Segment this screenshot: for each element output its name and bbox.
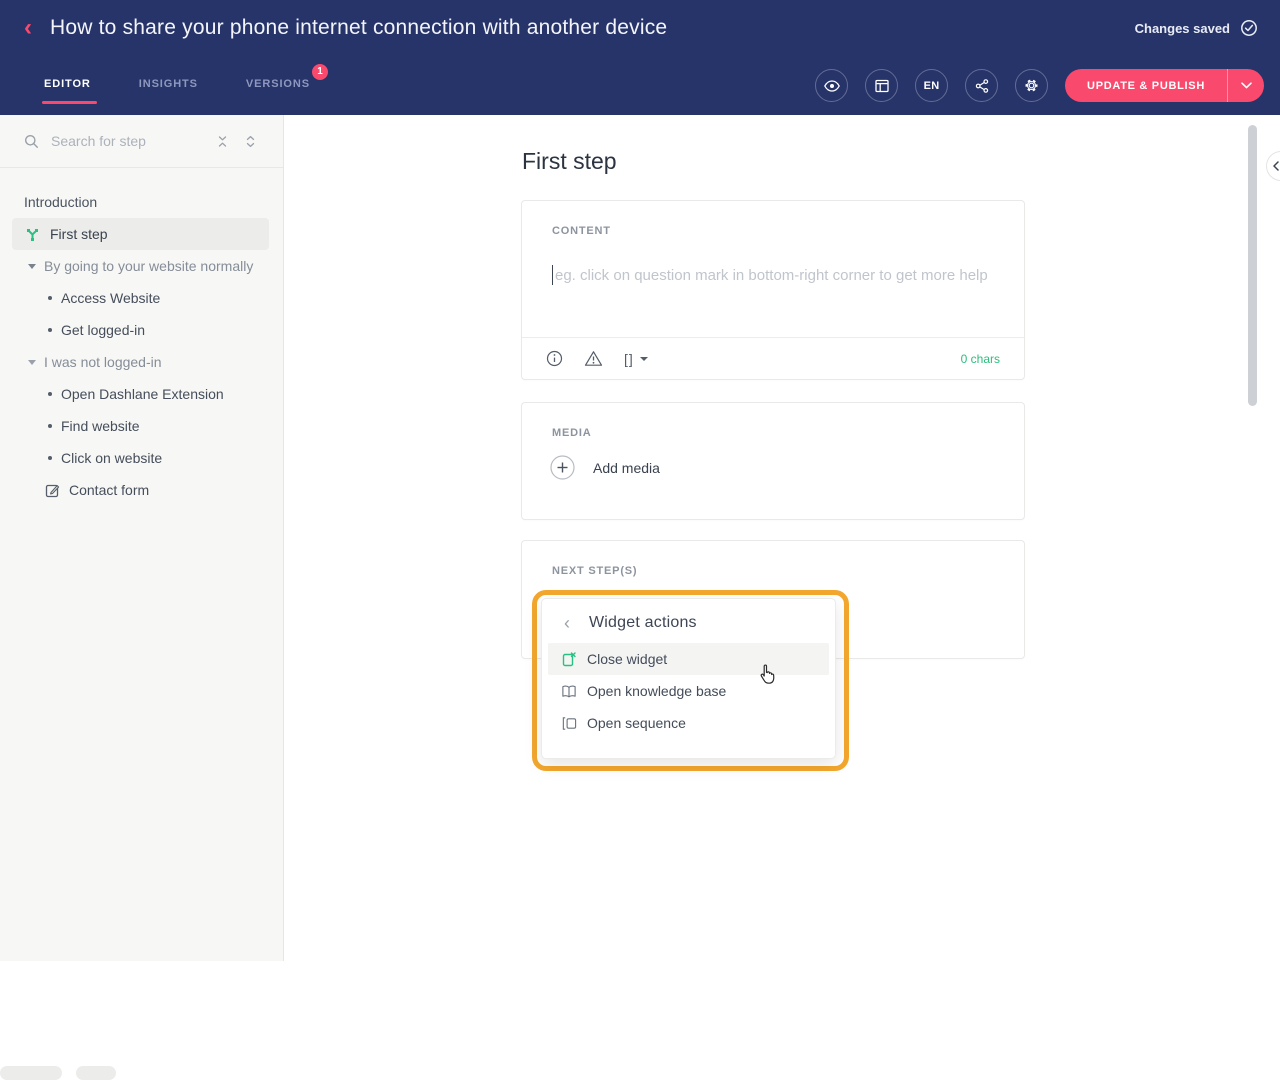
bullet-icon xyxy=(48,328,52,332)
next-steps-label: NEXT STEP(S) xyxy=(552,565,638,577)
step-tree: Introduction First step By going to your… xyxy=(0,168,283,506)
search-icon xyxy=(24,134,39,149)
media-label: MEDIA xyxy=(552,427,592,439)
annotation-highlight: ‹ Widget actions Close widget Open knowl… xyxy=(532,590,849,771)
content-toolbar: [] 0 chars xyxy=(522,337,1024,379)
sidebar-item-access-website[interactable]: Access Website xyxy=(0,282,283,314)
sidebar-bottom-button[interactable] xyxy=(0,1066,62,1080)
popup-header: ‹ Widget actions xyxy=(542,599,835,643)
check-circle-icon xyxy=(1240,19,1258,37)
bullet-icon xyxy=(48,424,52,428)
sidebar-bottom-button[interactable] xyxy=(76,1066,116,1080)
popup-title: Widget actions xyxy=(589,614,697,631)
share-icon xyxy=(974,78,990,94)
sidebar-item-contact-form[interactable]: Contact form xyxy=(0,474,283,506)
share-button[interactable] xyxy=(965,69,999,102)
widget-layout-button[interactable] xyxy=(865,69,899,102)
editor-tabs: EDITOR INSIGHTS VERSIONS 1 xyxy=(42,63,328,104)
chevron-left-icon xyxy=(1272,161,1280,171)
brackets-icon: [] xyxy=(624,350,634,367)
guide-title: How to share your phone internet connect… xyxy=(50,16,668,39)
tab-insights[interactable]: INSIGHTS xyxy=(138,77,198,90)
gear-icon xyxy=(1023,77,1040,94)
language-code: EN xyxy=(923,79,940,92)
eye-icon xyxy=(823,77,841,95)
bullet-icon xyxy=(48,296,52,300)
tab-editor[interactable]: EDITOR xyxy=(42,68,97,104)
sidebar-group-by-going-to-your-website[interactable]: By going to your website normally xyxy=(0,250,283,282)
info-icon[interactable] xyxy=(546,350,563,367)
vertical-scrollbar[interactable] xyxy=(1248,125,1257,406)
knowledge-base-icon xyxy=(561,683,577,699)
close-widget-icon xyxy=(561,651,577,667)
bullet-icon xyxy=(48,392,52,396)
bullet-icon xyxy=(48,456,52,460)
char-count: 0 chars xyxy=(960,351,1000,366)
sidebar-item-find-website[interactable]: Find website xyxy=(0,410,283,442)
preview-button[interactable] xyxy=(815,69,849,102)
top-header: ‹ How to share your phone internet conne… xyxy=(0,0,1280,115)
chevron-down-icon xyxy=(1240,82,1252,89)
sidebar-item-get-logged-in[interactable]: Get logged-in xyxy=(0,314,283,346)
tab-versions[interactable]: VERSIONS 1 xyxy=(246,63,328,104)
layout-icon xyxy=(874,78,890,94)
content-label: CONTENT xyxy=(552,225,611,237)
popup-back-button[interactable]: ‹ xyxy=(564,613,570,633)
open-right-panel-button[interactable] xyxy=(1266,151,1280,181)
publish-divider xyxy=(1227,69,1228,102)
caret-down-icon[interactable] xyxy=(28,263,36,269)
step-editor-main: First step CONTENT eg. click on question… xyxy=(285,115,1261,961)
settings-button[interactable] xyxy=(1015,69,1049,102)
update-publish-button[interactable]: UPDATE & PUBLISH xyxy=(1087,79,1205,92)
update-publish-split-button: UPDATE & PUBLISH xyxy=(1065,69,1264,102)
add-media-label: Add media xyxy=(593,459,660,476)
content-placeholder: eg. click on question mark in bottom-rig… xyxy=(555,266,988,284)
menu-item-close-widget[interactable]: Close widget xyxy=(548,643,829,675)
plus-circle-icon xyxy=(550,455,575,480)
add-media-button[interactable]: Add media xyxy=(550,455,660,480)
back-button[interactable]: ‹ xyxy=(24,14,32,41)
active-tab-underline xyxy=(42,100,97,104)
save-status: Changes saved xyxy=(1134,20,1230,36)
sidebar-item-open-dashlane-extension[interactable]: Open Dashlane Extension xyxy=(0,378,283,410)
form-edit-icon xyxy=(44,482,60,498)
collapse-all-icon[interactable] xyxy=(216,135,229,148)
chevron-down-icon xyxy=(639,356,648,361)
warning-icon[interactable] xyxy=(584,350,603,367)
sidebar-group-i-was-not-logged-in[interactable]: I was not logged-in xyxy=(0,346,283,378)
menu-item-open-knowledge-base[interactable]: Open knowledge base xyxy=(548,675,829,707)
step-search-bar xyxy=(0,115,283,168)
expand-all-icon[interactable] xyxy=(244,135,257,148)
sidebar-item-first-step[interactable]: First step xyxy=(12,218,269,250)
language-button[interactable]: EN xyxy=(915,69,949,102)
hand-cursor xyxy=(756,663,778,687)
menu-item-open-sequence[interactable]: Open sequence xyxy=(548,707,829,739)
caret-down-icon[interactable] xyxy=(28,359,36,365)
insert-variable-dropdown[interactable]: [] xyxy=(624,351,648,367)
steps-sidebar: Introduction First step By going to your… xyxy=(0,115,284,1080)
media-card: MEDIA Add media xyxy=(521,402,1025,520)
content-card: CONTENT eg. click on question mark in bo… xyxy=(521,200,1025,380)
widget-actions-popup: ‹ Widget actions Close widget Open knowl… xyxy=(541,598,836,759)
sidebar-item-introduction[interactable]: Introduction xyxy=(24,194,98,210)
versions-badge: 1 xyxy=(311,63,328,80)
publish-dropdown-button[interactable] xyxy=(1228,69,1264,102)
sequence-icon xyxy=(561,715,577,731)
content-editor[interactable]: eg. click on question mark in bottom-rig… xyxy=(552,265,988,285)
step-title[interactable]: First step xyxy=(522,148,617,174)
branch-icon xyxy=(24,226,40,242)
search-input[interactable] xyxy=(51,133,204,149)
sidebar-item-click-on-website[interactable]: Click on website xyxy=(0,442,283,474)
text-caret xyxy=(552,265,553,285)
